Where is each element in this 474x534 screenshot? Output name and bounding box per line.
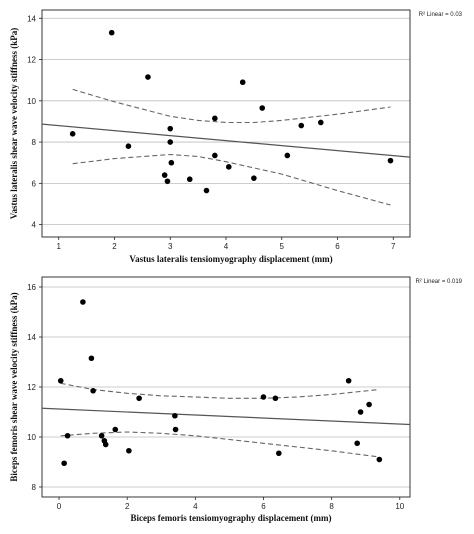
x-tick-label: 6	[261, 502, 266, 511]
data-point	[102, 441, 109, 448]
x-tick-label: 1	[57, 242, 62, 251]
data-point	[108, 29, 115, 36]
data-point	[98, 432, 105, 439]
data-point	[260, 394, 267, 400]
data-point	[298, 122, 305, 129]
data-point	[88, 355, 95, 362]
x-tick-label: 4	[224, 242, 229, 251]
x-tick-label: 8	[329, 502, 334, 511]
y-axis-label: Biceps femoris shear wave velocity stiff…	[9, 292, 19, 481]
y-tick-label: 6	[32, 179, 37, 188]
x-tick-label: 4	[193, 502, 198, 511]
data-point	[172, 426, 179, 433]
data-point	[126, 447, 132, 454]
data-point	[225, 164, 232, 170]
data-point	[164, 178, 171, 185]
ci-lower-curve	[72, 153, 391, 206]
data-point	[259, 105, 266, 111]
x-tick-label: 7	[391, 242, 396, 251]
data-point	[212, 152, 218, 159]
y-tick-label: 14	[27, 333, 36, 342]
r2-label: R² Linear = 0.019	[415, 279, 462, 285]
y-tick-label: 10	[27, 97, 36, 106]
data-point	[64, 432, 71, 439]
data-point	[276, 450, 282, 457]
data-point	[387, 157, 394, 164]
x-tick-label: 5	[280, 242, 285, 251]
data-point	[251, 175, 257, 181]
x-tick-label: 2	[112, 242, 117, 251]
y-tick-label: 12	[27, 383, 36, 392]
data-point	[203, 187, 210, 194]
data-point	[168, 159, 175, 166]
data-point	[57, 377, 64, 384]
y-tick-label: 8	[32, 483, 37, 492]
data-point	[172, 412, 178, 419]
data-point	[317, 119, 324, 126]
ci-upper-curve	[60, 382, 380, 399]
data-point	[161, 172, 168, 178]
ci-upper-curve	[72, 88, 391, 124]
data-point	[212, 115, 218, 122]
data-point	[345, 377, 352, 384]
data-point	[167, 139, 174, 145]
data-point	[125, 143, 132, 149]
y-tick-label: 16	[27, 283, 36, 292]
chart-panel-bottom: 8 10 12 14 16 0 2 4 6 8 10 R² Linear = 0.019 Biceps …	[9, 276, 463, 523]
data-point	[69, 131, 76, 137]
data-point	[145, 74, 151, 80]
plot-frame	[41, 9, 411, 238]
y-tick-label: 8	[32, 138, 37, 147]
y-tick-label: 14	[27, 14, 36, 23]
data-point	[272, 395, 279, 402]
data-point	[376, 456, 383, 463]
data-point	[61, 460, 67, 467]
data-point	[284, 152, 291, 159]
data-point	[90, 387, 96, 394]
data-point	[167, 125, 174, 132]
fit-line	[41, 407, 411, 426]
data-point	[366, 401, 372, 408]
r2-label: R² Linear = 0.03	[419, 12, 463, 18]
data-point	[357, 409, 364, 415]
data-point	[239, 79, 246, 86]
x-tick-label: 10	[395, 502, 404, 511]
x-tick-label: 3	[168, 242, 173, 251]
x-tick-label: 0	[57, 502, 62, 511]
x-tick-label: 6	[335, 242, 340, 251]
fit-line	[41, 123, 411, 158]
data-point	[112, 426, 119, 433]
data-point	[354, 440, 360, 447]
ci-lower-curve	[60, 431, 380, 458]
y-tick-label: 10	[27, 433, 36, 442]
y-tick-label: 4	[32, 221, 37, 230]
data-point	[80, 299, 86, 305]
x-axis-label: Vastus lateralis tensiomyography displac…	[129, 254, 332, 264]
y-tick-label: 12	[27, 56, 36, 65]
y-axis-label: Vastus lateralis shear wave velocity sti…	[9, 28, 19, 219]
data-point	[186, 176, 193, 183]
x-tick-label: 2	[125, 502, 130, 511]
data-point	[136, 395, 142, 402]
x-axis-label: Biceps femoris tensiomyography displacem…	[131, 513, 332, 523]
